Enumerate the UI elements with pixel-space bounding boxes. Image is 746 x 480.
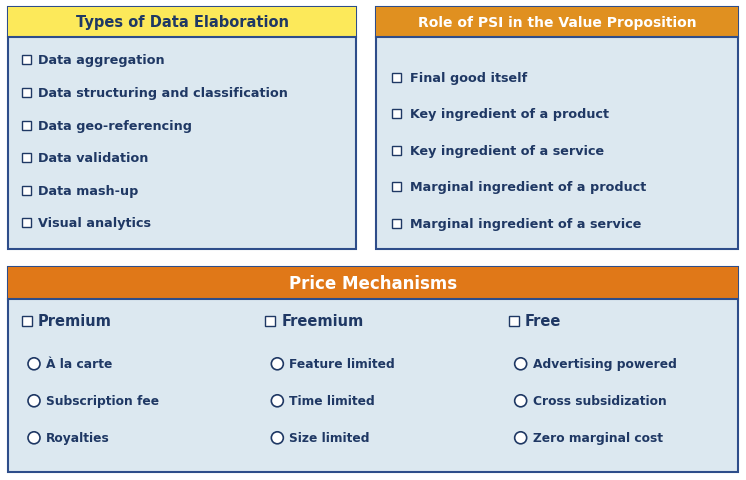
Bar (392, 219, 401, 228)
Bar (22, 186, 31, 195)
Text: Visual analytics: Visual analytics (38, 217, 151, 230)
Text: Data geo-referencing: Data geo-referencing (38, 120, 192, 132)
Text: Types of Data Elaboration: Types of Data Elaboration (75, 15, 289, 30)
Circle shape (515, 395, 527, 407)
Bar (392, 110, 401, 119)
Text: Free: Free (524, 314, 561, 329)
Text: Premium: Premium (38, 314, 112, 329)
Text: Data structuring and classification: Data structuring and classification (38, 87, 288, 100)
Bar (376, 8, 738, 38)
Bar (392, 146, 401, 156)
Bar (22, 121, 31, 130)
Bar (22, 316, 32, 326)
Bar (8, 8, 356, 250)
Bar (509, 316, 518, 326)
Circle shape (515, 358, 527, 370)
Circle shape (28, 358, 40, 370)
Text: Key ingredient of a product: Key ingredient of a product (410, 108, 609, 121)
Text: À la carte: À la carte (46, 358, 113, 371)
Text: Final good itself: Final good itself (410, 72, 527, 84)
Bar (8, 267, 738, 300)
Text: Subscription fee: Subscription fee (46, 395, 159, 408)
Bar (22, 56, 31, 65)
Text: Time limited: Time limited (289, 395, 375, 408)
Text: Role of PSI in the Value Proposition: Role of PSI in the Value Proposition (418, 16, 696, 30)
Bar (392, 183, 401, 192)
Text: Data validation: Data validation (38, 152, 148, 165)
Circle shape (28, 395, 40, 407)
Text: Data mash-up: Data mash-up (38, 184, 138, 197)
Text: Freemium: Freemium (281, 314, 363, 329)
Circle shape (515, 432, 527, 444)
Bar (22, 154, 31, 163)
Circle shape (272, 395, 283, 407)
Circle shape (272, 358, 283, 370)
Bar (392, 73, 401, 83)
Text: Size limited: Size limited (289, 432, 370, 444)
Circle shape (272, 432, 283, 444)
Text: Advertising powered: Advertising powered (533, 358, 677, 371)
Text: Cross subsidization: Cross subsidization (533, 395, 666, 408)
Bar (8, 267, 738, 472)
Text: Royalties: Royalties (46, 432, 110, 444)
Text: Marginal ingredient of a service: Marginal ingredient of a service (410, 217, 642, 230)
Bar (376, 8, 738, 250)
Bar (266, 316, 275, 326)
Text: Key ingredient of a service: Key ingredient of a service (410, 144, 604, 157)
Text: Marginal ingredient of a product: Marginal ingredient of a product (410, 181, 646, 194)
Bar (22, 219, 31, 228)
Circle shape (28, 432, 40, 444)
Bar (8, 8, 356, 38)
Text: Data aggregation: Data aggregation (38, 54, 165, 67)
Text: Price Mechanisms: Price Mechanisms (289, 275, 457, 292)
Bar (22, 89, 31, 98)
Text: Feature limited: Feature limited (289, 358, 395, 371)
Text: Zero marginal cost: Zero marginal cost (533, 432, 662, 444)
